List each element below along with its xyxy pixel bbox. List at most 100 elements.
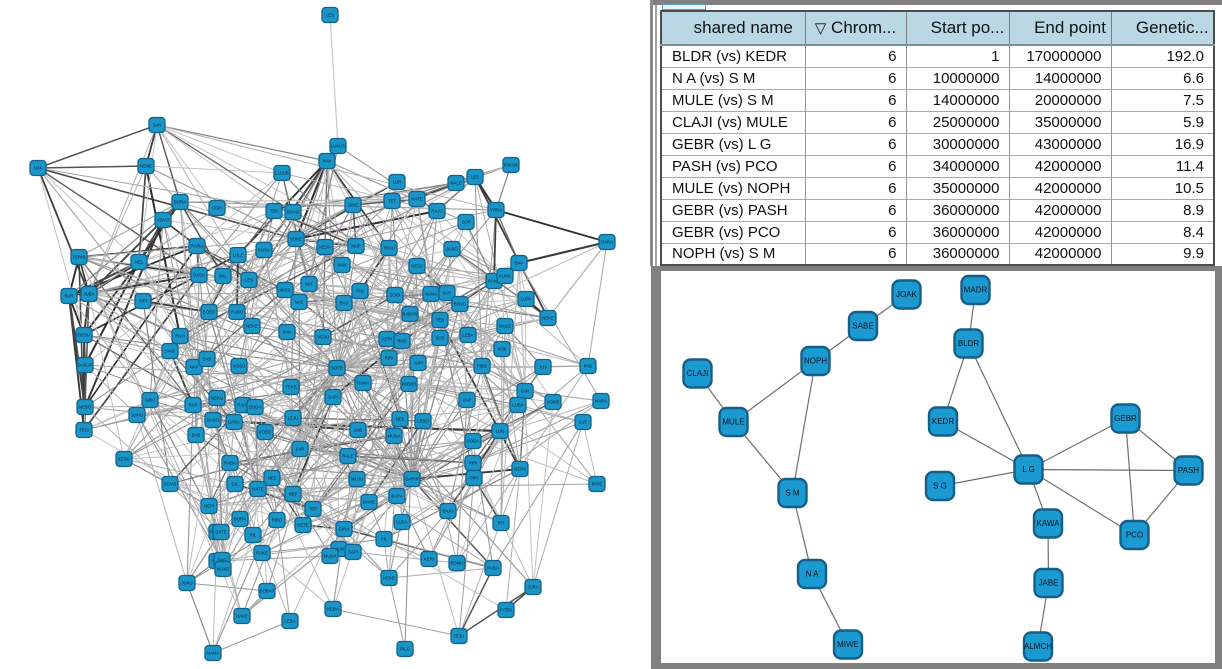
svg-text:RAD: RAD bbox=[397, 339, 406, 344]
svg-text:VOBO: VOBO bbox=[259, 430, 272, 435]
svg-text:NATE: NATE bbox=[411, 197, 422, 202]
svg-text:NANA: NANA bbox=[207, 651, 219, 656]
svg-text:TET: TET bbox=[388, 199, 396, 204]
svg-text:PABOR: PABOR bbox=[402, 382, 417, 387]
svg-text:N A: N A bbox=[806, 570, 820, 579]
svg-text:BOBO: BOBO bbox=[203, 310, 216, 315]
svg-text:PIPI: PIPI bbox=[470, 476, 478, 481]
svg-text:PIL: PIL bbox=[250, 533, 257, 538]
svg-text:KEDR: KEDR bbox=[932, 417, 954, 426]
svg-text:TERIB: TERIB bbox=[73, 255, 86, 260]
svg-text:JUSO: JUSO bbox=[446, 247, 458, 252]
svg-text:MUN: MUN bbox=[334, 547, 344, 552]
svg-text:KERI: KERI bbox=[382, 337, 392, 342]
svg-text:BORA: BORA bbox=[174, 200, 186, 205]
svg-text:NAN: NAN bbox=[337, 263, 346, 268]
svg-text:MUGI: MUGI bbox=[279, 288, 290, 293]
svg-text:SOTE: SOTE bbox=[331, 366, 343, 371]
svg-text:MUKE: MUKE bbox=[217, 567, 230, 572]
svg-text:DAP: DAP bbox=[463, 398, 472, 403]
svg-text:RAJU: RAJU bbox=[431, 209, 442, 214]
svg-text:VOB: VOB bbox=[497, 347, 506, 352]
svg-text:S G: S G bbox=[933, 482, 947, 491]
svg-text:GIN: GIN bbox=[521, 389, 529, 394]
svg-text:BAL: BAL bbox=[219, 274, 228, 279]
svg-text:SAB: SAB bbox=[354, 428, 363, 433]
svg-text:RABA: RABA bbox=[224, 461, 236, 466]
svg-text:NAK: NAK bbox=[34, 166, 43, 171]
svg-text:NEPI: NEPI bbox=[204, 504, 214, 509]
svg-text:BORA: BORA bbox=[234, 517, 246, 522]
svg-text:JUPI: JUPI bbox=[413, 361, 422, 366]
svg-text:DASA: DASA bbox=[193, 273, 205, 278]
svg-text:DASA: DASA bbox=[228, 420, 240, 425]
svg-text:PCO: PCO bbox=[1126, 531, 1143, 540]
svg-text:BOVO: BOVO bbox=[454, 302, 467, 307]
svg-text:BLDR: BLDR bbox=[958, 339, 980, 348]
svg-text:JABE: JABE bbox=[1038, 579, 1058, 588]
svg-text:RIRI: RIRI bbox=[385, 356, 394, 361]
svg-text:SOVO: SOVO bbox=[164, 482, 177, 487]
svg-text:KAWA: KAWA bbox=[1037, 519, 1061, 528]
svg-text:NEJU: NEJU bbox=[411, 264, 422, 269]
svg-text:LUKUS: LUKUS bbox=[331, 144, 345, 149]
svg-text:NEL: NEL bbox=[135, 260, 144, 265]
svg-text:MUJU: MUJU bbox=[351, 477, 363, 482]
svg-text:KEBA: KEBA bbox=[327, 607, 339, 612]
svg-text:NENE: NENE bbox=[140, 164, 152, 169]
svg-text:RIPI: RIPI bbox=[139, 299, 147, 304]
svg-text:LEBA: LEBA bbox=[463, 333, 474, 338]
svg-text:RAR: RAR bbox=[64, 294, 73, 299]
svg-text:PAKUK: PAKUK bbox=[504, 163, 518, 168]
svg-text:NANA: NANA bbox=[425, 292, 437, 297]
svg-text:NEKE: NEKE bbox=[542, 316, 554, 321]
svg-text:KUNA: KUNA bbox=[499, 274, 511, 279]
svg-text:PIBO: PIBO bbox=[477, 364, 488, 369]
svg-text:DARIR: DARIR bbox=[405, 477, 418, 482]
svg-text:SOBAP: SOBAP bbox=[260, 589, 275, 594]
svg-text:BABON: BABON bbox=[402, 312, 417, 317]
svg-text:LUT: LUT bbox=[579, 420, 587, 425]
svg-text:TEKU: TEKU bbox=[383, 246, 394, 251]
svg-text:LES: LES bbox=[326, 13, 334, 18]
svg-text:MUDA: MUDA bbox=[324, 554, 337, 559]
svg-text:KESA: KESA bbox=[319, 245, 331, 250]
svg-text:GINE: GINE bbox=[348, 203, 359, 208]
svg-text:BAKE: BAKE bbox=[236, 614, 248, 619]
svg-text:BODA: BODA bbox=[249, 405, 261, 410]
svg-text:L G: L G bbox=[1022, 465, 1035, 474]
svg-text:LUSA: LUSA bbox=[396, 520, 407, 525]
svg-text:NEBO: NEBO bbox=[79, 405, 92, 410]
svg-text:BASO: BASO bbox=[207, 418, 220, 423]
svg-text:NEPA: NEPA bbox=[514, 467, 526, 472]
svg-text:RAPA: RAPA bbox=[237, 403, 249, 408]
svg-text:PATE: PATE bbox=[592, 482, 603, 487]
svg-text:SAR: SAR bbox=[296, 447, 305, 452]
svg-text:KUT: KUT bbox=[443, 291, 452, 296]
svg-text:ALMCH: ALMCH bbox=[1024, 642, 1052, 651]
svg-text:TEKE: TEKE bbox=[285, 385, 296, 390]
svg-text:BAB: BAB bbox=[192, 433, 201, 438]
svg-text:RALE: RALE bbox=[342, 454, 353, 459]
svg-text:NATE: NATE bbox=[252, 487, 263, 492]
svg-text:RARA: RARA bbox=[191, 244, 203, 249]
svg-text:JURA: JURA bbox=[527, 585, 538, 590]
svg-text:LEBO: LEBO bbox=[417, 419, 429, 424]
svg-text:JOAK: JOAK bbox=[896, 290, 918, 299]
svg-text:LES: LES bbox=[245, 278, 253, 283]
svg-text:JUS: JUS bbox=[539, 365, 547, 370]
svg-text:NOPH: NOPH bbox=[804, 357, 827, 366]
svg-text:NARA: NARA bbox=[595, 399, 607, 404]
svg-text:LEJU: LEJU bbox=[288, 416, 299, 421]
svg-text:MULE: MULE bbox=[722, 418, 744, 427]
svg-text:BANE: BANE bbox=[363, 500, 375, 505]
svg-text:NAS: NAS bbox=[295, 300, 304, 305]
svg-text:BOJU: BOJU bbox=[78, 333, 89, 338]
svg-text:LUG: LUG bbox=[496, 429, 505, 434]
svg-text:SOS: SOS bbox=[435, 336, 444, 341]
svg-text:SAPI: SAPI bbox=[328, 395, 338, 400]
svg-text:NEK: NEK bbox=[396, 417, 405, 422]
svg-text:CLAJI: CLAJI bbox=[687, 369, 709, 378]
svg-text:DAG: DAG bbox=[217, 558, 227, 563]
svg-text:VOJU: VOJU bbox=[317, 335, 328, 340]
